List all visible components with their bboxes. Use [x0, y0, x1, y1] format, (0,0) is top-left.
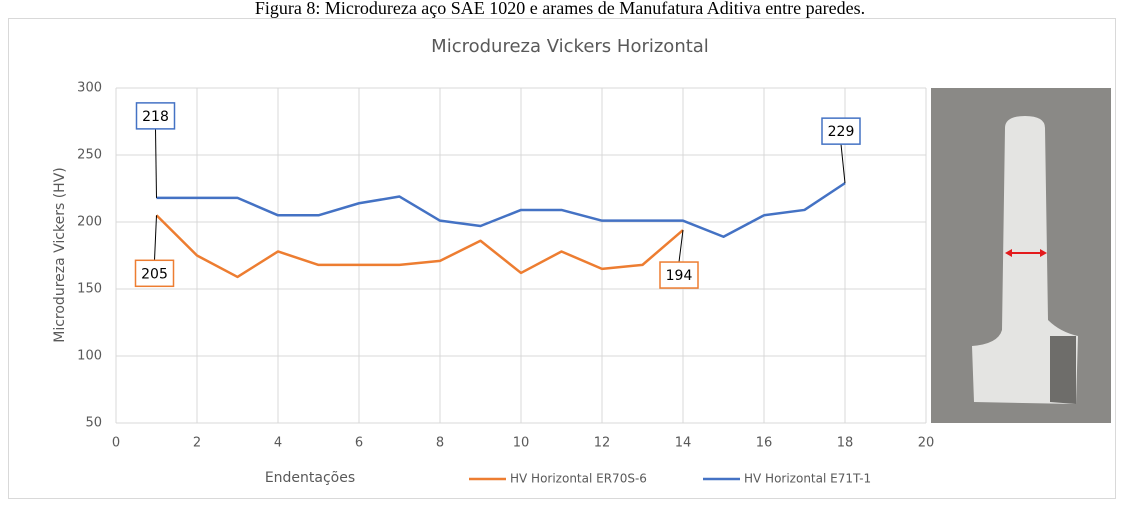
y-tick-label: 200	[77, 215, 102, 230]
x-tick-label: 6	[355, 436, 363, 451]
data-label: 229	[828, 124, 855, 140]
x-tick-label: 12	[594, 436, 611, 451]
x-tick-label: 2	[193, 436, 201, 451]
photo	[931, 88, 1111, 423]
data-label: 218	[142, 109, 169, 125]
caption: Figura 8: Microdureza aço SAE 1020 e ara…	[255, 0, 865, 18]
x-tick-label: 10	[513, 436, 530, 451]
x-tick-label: 8	[436, 436, 444, 451]
legend-label: HV Horizontal E71T-1	[744, 472, 871, 486]
x-tick-label: 14	[675, 436, 692, 451]
data-label: 205	[141, 266, 168, 282]
x-tick-label: 20	[918, 436, 935, 451]
data-label: 194	[666, 268, 693, 284]
y-tick-label: 250	[77, 148, 102, 163]
x-tick-label: 16	[756, 436, 773, 451]
page: {"caption": "Figura 8: Microdureza aço S…	[0, 0, 1121, 501]
y-tick-label: 150	[77, 282, 102, 297]
y-axis-title: Microdureza Vickers (HV)	[52, 167, 68, 343]
legend-label: HV Horizontal ER70S-6	[510, 472, 647, 486]
x-tick-label: 18	[837, 436, 854, 451]
y-tick-label: 50	[85, 416, 102, 431]
x-tick-label: 4	[274, 436, 282, 451]
chart: Figura 8: Microdureza aço SAE 1020 e ara…	[0, 0, 1121, 501]
y-tick-label: 300	[77, 81, 102, 96]
y-tick-label: 100	[77, 349, 102, 364]
x-axis-title: Endentações	[265, 470, 355, 486]
x-tick-label: 0	[112, 436, 120, 451]
chart-title: Microdureza Vickers Horizontal	[431, 36, 709, 57]
